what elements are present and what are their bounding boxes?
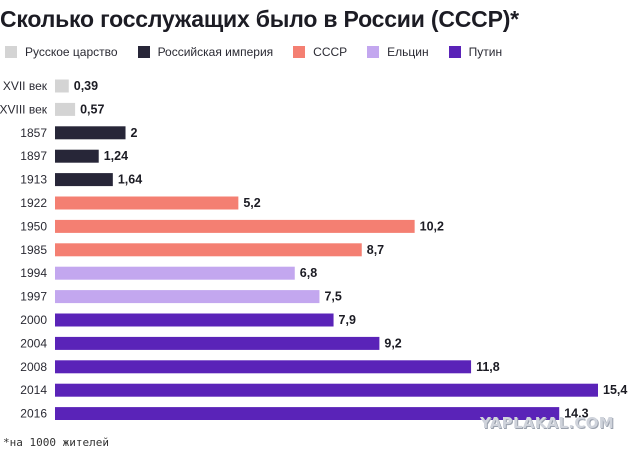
value-label: 6,8 <box>300 266 317 280</box>
bar <box>55 360 472 374</box>
value-label: 1,24 <box>104 149 128 163</box>
value-label: 0,57 <box>80 102 104 116</box>
watermark-logo: YAPLAKAL.COM <box>480 414 614 432</box>
value-label: 7,5 <box>324 290 341 304</box>
bar <box>55 149 99 163</box>
category-label: 2004 <box>20 336 47 350</box>
bar <box>55 290 320 304</box>
value-label: 0,39 <box>74 79 98 93</box>
bar <box>55 383 598 397</box>
chart-title: Сколько госслужащих было в России (СССР)… <box>0 6 519 32</box>
legend-item-0: Русское царство <box>5 45 118 59</box>
footnote: *на 1000 жителей <box>3 436 109 449</box>
category-label: 2000 <box>20 313 47 327</box>
bar <box>55 313 334 327</box>
category-label: 1913 <box>20 173 47 187</box>
legend-label: Российская империя <box>157 45 274 59</box>
legend-item-1: Российская империя <box>137 45 274 59</box>
legend-label: Ельцин <box>387 45 429 59</box>
category-label: 1897 <box>20 149 47 163</box>
bar <box>55 407 560 420</box>
bar <box>55 173 113 187</box>
legend-swatch <box>137 46 150 58</box>
category-label: XVIII век <box>0 102 48 116</box>
bar <box>55 336 380 350</box>
legend-item-3: Ельцин <box>367 45 429 59</box>
bar <box>55 219 415 233</box>
category-label: 1994 <box>20 266 47 280</box>
value-label: 14,3 <box>564 407 588 420</box>
bar <box>55 266 295 280</box>
value-label: 15,4 <box>603 383 627 397</box>
category-label: 2008 <box>20 360 47 374</box>
legend-swatch <box>448 46 461 58</box>
legend-label: СССР <box>313 45 348 59</box>
legend-swatch <box>5 46 17 58</box>
value-label: 2 <box>131 126 138 140</box>
legend-label: Путин <box>468 45 503 59</box>
value-label: 11,8 <box>476 360 500 374</box>
legend-item-2: СССР <box>293 45 347 59</box>
value-label: 8,7 <box>367 243 384 257</box>
legend-swatch <box>293 46 306 58</box>
value-label: 10,2 <box>420 219 444 233</box>
value-label: 9,2 <box>384 336 401 350</box>
category-label: 2014 <box>20 383 47 397</box>
legend-swatch <box>367 46 380 58</box>
category-label: 1857 <box>20 126 47 140</box>
legend-label: Русское царство <box>25 45 118 59</box>
bar <box>55 79 69 93</box>
category-label: 1922 <box>20 196 47 210</box>
category-label: 1985 <box>20 243 47 257</box>
bar <box>55 102 76 116</box>
value-label: 1,64 <box>118 173 142 187</box>
bar-chart: XVII век 0,39 XVIII век 0,57 1857 2 1897 1,24 19… <box>0 79 627 420</box>
value-label: 5,2 <box>243 196 260 210</box>
bar <box>55 243 362 257</box>
legend: Русское царство Российская империя СССР Ель… <box>5 44 522 60</box>
category-label: 2016 <box>20 407 47 420</box>
bar <box>55 196 239 210</box>
legend-item-4: Путин <box>448 45 503 59</box>
bar <box>55 126 126 140</box>
value-label: 7,9 <box>339 313 356 327</box>
category-label: 1950 <box>20 219 47 233</box>
category-label: XVII век <box>3 79 48 93</box>
category-label: 1997 <box>20 290 47 304</box>
